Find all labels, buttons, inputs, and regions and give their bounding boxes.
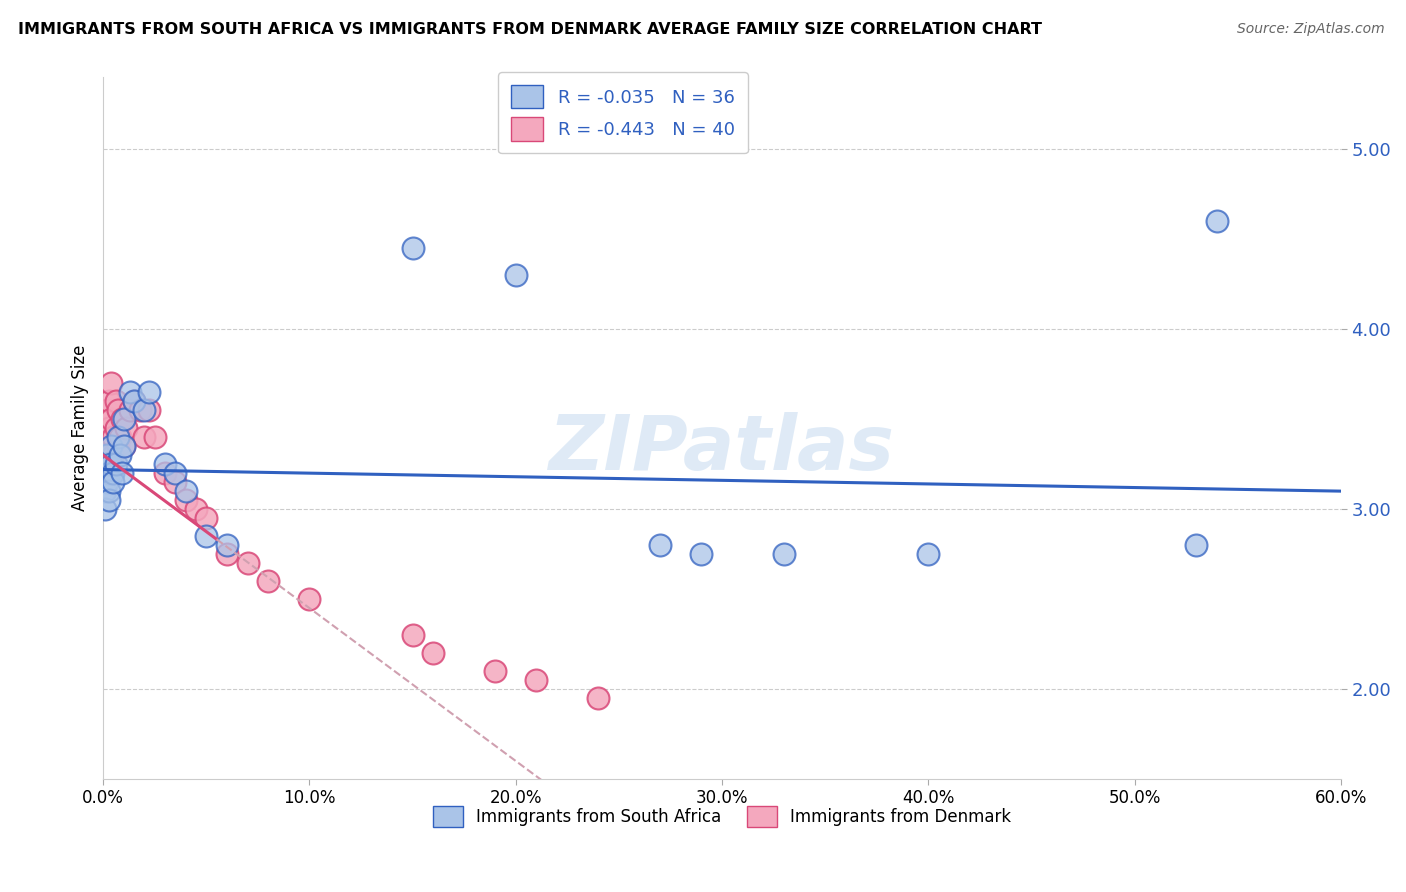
Point (107, 403, 129, 417)
Point (118, 403, 141, 417)
Point (100, 439, 122, 453)
Point (215, 547, 238, 561)
Text: Source: ZipAtlas.com: Source: ZipAtlas.com (1237, 22, 1385, 37)
Point (94, 484, 117, 499)
Point (98, 394, 121, 409)
Point (114, 421, 136, 435)
Point (484, 664, 506, 678)
Text: ZIPatlas: ZIPatlas (548, 412, 896, 486)
Point (96, 475, 118, 490)
Point (174, 493, 197, 508)
Point (184, 502, 207, 516)
Point (104, 457, 127, 471)
Point (524, 673, 547, 687)
Point (1206, 214, 1229, 228)
Point (174, 484, 197, 499)
Point (648, 538, 671, 552)
Point (195, 511, 218, 525)
Point (153, 457, 176, 471)
Point (100, 412, 122, 426)
Point (401, 628, 423, 642)
Point (94, 466, 117, 480)
Point (505, 268, 527, 283)
Point (104, 421, 127, 435)
Point (103, 475, 125, 490)
Point (138, 403, 160, 417)
Point (195, 529, 218, 543)
Point (165, 466, 187, 480)
Point (236, 556, 259, 570)
Point (165, 475, 187, 490)
Point (96, 439, 118, 453)
Point (100, 376, 122, 391)
Point (100, 457, 122, 471)
Point (215, 538, 238, 552)
Point (422, 646, 444, 660)
Point (257, 574, 280, 588)
Point (104, 394, 127, 409)
Point (773, 547, 796, 561)
Point (108, 448, 131, 462)
Point (122, 394, 145, 409)
Point (98, 421, 121, 435)
Point (96, 457, 118, 471)
Point (122, 394, 145, 409)
Point (94, 448, 117, 462)
Point (401, 241, 423, 255)
Point (107, 439, 129, 453)
Point (112, 412, 135, 426)
Point (134, 430, 156, 444)
Text: IMMIGRANTS FROM SOUTH AFRICA VS IMMIGRANTS FROM DENMARK AVERAGE FAMILY SIZE CORR: IMMIGRANTS FROM SOUTH AFRICA VS IMMIGRAN… (18, 22, 1042, 37)
Point (690, 547, 713, 561)
Point (103, 430, 125, 444)
Point (103, 466, 125, 480)
Point (96, 448, 118, 462)
Point (153, 466, 176, 480)
Point (138, 385, 160, 400)
Y-axis label: Average Family Size: Average Family Size (72, 345, 89, 511)
Point (111, 466, 134, 480)
Point (143, 430, 166, 444)
Legend: Immigrants from South Africa, Immigrants from Denmark: Immigrants from South Africa, Immigrants… (426, 799, 1018, 834)
Point (111, 412, 134, 426)
Point (98, 484, 121, 499)
Point (96, 403, 118, 417)
Point (108, 430, 131, 444)
Point (94, 421, 117, 435)
Point (1185, 538, 1208, 552)
Point (103, 448, 125, 462)
Point (96, 466, 118, 480)
Point (98, 493, 121, 508)
Point (118, 385, 141, 400)
Point (94, 502, 117, 516)
Point (98, 466, 121, 480)
Point (112, 439, 135, 453)
Point (112, 439, 135, 453)
Point (134, 403, 156, 417)
Point (917, 547, 939, 561)
Point (586, 690, 609, 705)
Point (107, 430, 129, 444)
Point (129, 403, 152, 417)
Point (298, 592, 321, 607)
Point (98, 448, 121, 462)
